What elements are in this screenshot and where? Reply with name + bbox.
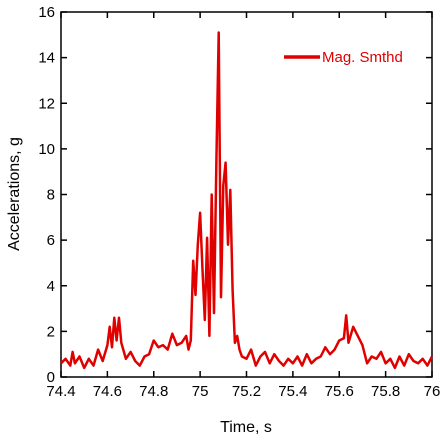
- y-tick-label: 10: [38, 141, 55, 158]
- x-axis-title: Time, s: [220, 419, 272, 436]
- axis-ticks: [60, 11, 433, 378]
- y-tick-label: 0: [47, 369, 55, 386]
- axis-tick-labels: 74.4 74.6 74.8 75 75.2 75.4 75.6 75.8 76 0 2 4 6 8 10 1…: [38, 4, 440, 400]
- x-tick-label: 74.8: [139, 383, 168, 400]
- legend: Mag. Smthd: [284, 49, 403, 66]
- y-tick-label: 8: [47, 187, 55, 204]
- y-tick-label: 2: [47, 323, 55, 340]
- y-axis-title: Accelerations, g: [6, 137, 23, 251]
- y-tick-label: 16: [38, 4, 55, 21]
- y-tick-label: 6: [47, 232, 55, 249]
- x-tick-label: 75.8: [371, 383, 400, 400]
- x-tick-label: 75.2: [232, 383, 261, 400]
- x-tick-label: 75: [192, 383, 209, 400]
- y-tick-label: 12: [38, 95, 55, 112]
- y-tick-label: 4: [47, 278, 55, 295]
- y-tick-label: 14: [38, 50, 55, 67]
- x-tick-label: 75.4: [278, 383, 307, 400]
- x-tick-label: 74.6: [93, 383, 122, 400]
- x-tick-label: 74.4: [46, 383, 75, 400]
- x-tick-label: 75.6: [325, 383, 354, 400]
- series-layer: [60, 31, 434, 370]
- plot-frame: [60, 11, 433, 378]
- series-line: [60, 31, 434, 370]
- legend-label: Mag. Smthd: [322, 49, 403, 66]
- x-tick-label: 76: [424, 383, 440, 400]
